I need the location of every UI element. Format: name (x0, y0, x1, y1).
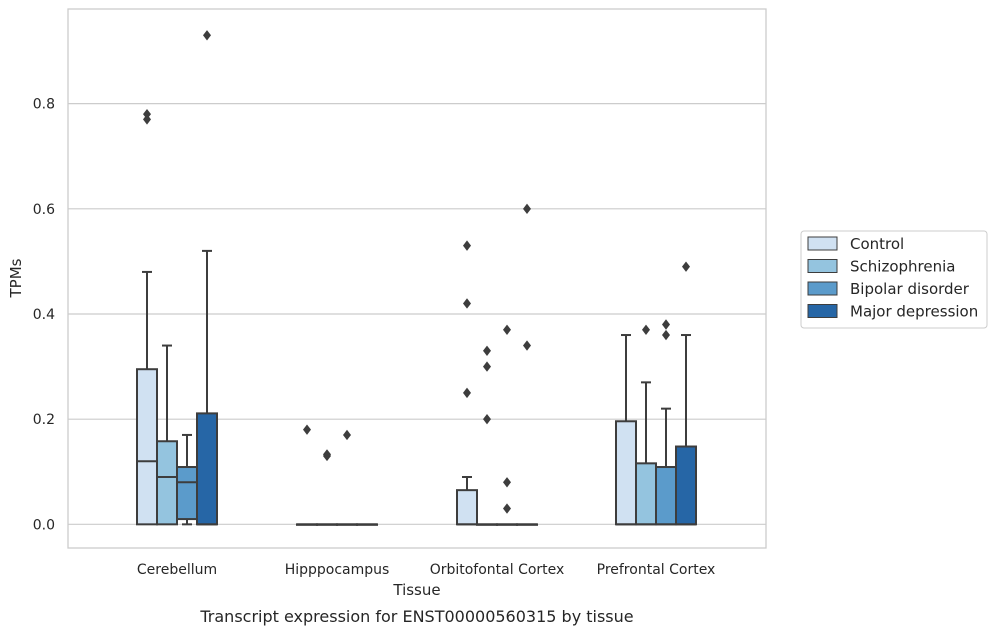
outlier-point (503, 477, 511, 488)
legend-swatch (807, 304, 838, 318)
box-bipolar-disorder (336, 429, 358, 526)
y-tick-label: 0.0 (33, 517, 55, 533)
iqr-box (196, 412, 218, 526)
y-axis-title: TPMs (7, 258, 25, 298)
outlier-point (483, 361, 491, 372)
outlier-point (463, 298, 471, 309)
legend-swatch (807, 259, 838, 273)
y-tick-label: 0.8 (33, 97, 55, 113)
outlier-point (503, 503, 511, 514)
box-control (456, 240, 478, 526)
x-tick-label: Orbitofontal Cortex (430, 562, 565, 578)
outlier-point (662, 319, 670, 330)
box-major-depression (356, 523, 378, 526)
outlier-point (682, 261, 690, 272)
box-control (136, 108, 158, 526)
iqr-box (635, 462, 657, 526)
legend-swatch (807, 281, 838, 296)
outlier-point (523, 203, 531, 215)
box-schizophrenia (476, 345, 498, 526)
outlier-point (303, 424, 311, 435)
box-schizophrenia (156, 344, 178, 526)
box-bipolar-disorder (655, 319, 677, 526)
plot-frame (67, 8, 767, 549)
legend-swatch (807, 236, 838, 251)
outlier-point (343, 429, 351, 441)
box-major-depression (516, 203, 538, 526)
outlier-point (642, 324, 650, 335)
box-control (296, 424, 318, 526)
box-major-depression (196, 30, 218, 526)
iqr-box (156, 440, 178, 526)
legend-label: Major depression (850, 303, 978, 321)
iqr-box (136, 368, 158, 526)
outlier-point (143, 114, 151, 125)
legend-label: Schizophrenia (850, 258, 955, 276)
y-tick-label: 0.6 (33, 202, 55, 218)
x-tick-label: Prefrontal Cortex (597, 562, 716, 578)
box-schizophrenia (316, 449, 338, 526)
legend-label: Bipolar disorder (850, 280, 970, 298)
outlier-point (463, 240, 471, 251)
outlier-point (463, 387, 471, 399)
box-major-depression (675, 261, 697, 526)
box-layer (136, 30, 697, 526)
legend-label: Control (850, 235, 904, 253)
x-tick-label: Hipppocampus (285, 562, 390, 578)
box-bipolar-disorder (176, 433, 198, 526)
outlier-point (662, 329, 670, 341)
y-tick-label: 0.4 (33, 307, 55, 323)
iqr-box (675, 445, 697, 526)
outlier-point (523, 340, 531, 351)
y-tick-label: 0.2 (33, 412, 55, 428)
outlier-point (483, 345, 491, 357)
iqr-box (655, 466, 677, 526)
box-schizophrenia (635, 324, 657, 526)
chart-caption: Transcript expression for ENST0000056031… (199, 607, 633, 626)
box-control (615, 334, 637, 526)
iqr-box (456, 489, 478, 526)
x-tick-label: Cerebellum (137, 562, 217, 578)
outlier-point (483, 413, 491, 425)
iqr-box (615, 420, 637, 526)
legend-frame (800, 230, 988, 329)
outlier-point (203, 30, 211, 41)
x-axis-title: Tissue (392, 581, 440, 599)
tick-layer: 0.0 0.2 0.4 0.6 0.8 Cerebellum Hipppocampus Orb… (33, 97, 716, 578)
legend: Control Schizophrenia Bipolar disorder Majo… (800, 230, 988, 329)
outlier-point (143, 108, 151, 120)
iqr-box (176, 466, 198, 521)
outlier-point (503, 324, 511, 335)
outlier-point (323, 449, 331, 460)
box-bipolar-disorder (496, 324, 518, 526)
